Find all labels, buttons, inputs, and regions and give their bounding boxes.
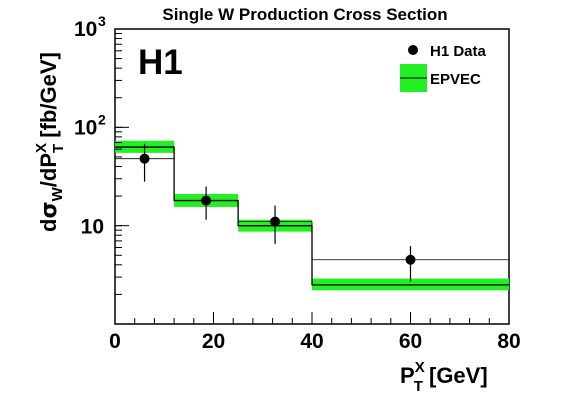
x-tick-label: 20 — [202, 330, 225, 353]
data-point — [270, 216, 281, 227]
y-tick-label: 10 — [74, 18, 97, 41]
y-tick-exponent: 2 — [98, 111, 106, 127]
h1-logo: H1 — [138, 43, 183, 82]
data-histogram-layer — [115, 158, 509, 261]
x-axis-label: PX T [GeV] — [400, 359, 488, 395]
y-tick-exponent: 3 — [98, 13, 106, 29]
x-tick-label: 80 — [497, 330, 520, 353]
x-tick-label: 0 — [109, 330, 121, 353]
legend-label-epvec: EPVEC — [430, 71, 481, 88]
chart-title: Single W Production Cross Section — [162, 5, 447, 24]
legend: H1 Data EPVEC — [400, 43, 487, 92]
y-tick-label: 10 — [74, 116, 97, 139]
x-ticks: 0 20 40 60 80 — [109, 312, 521, 353]
legend-label-data: H1 Data — [430, 43, 487, 60]
data-point — [139, 153, 150, 164]
y-tick-label: 10 — [81, 216, 104, 239]
data-histogram-line — [115, 158, 509, 261]
data-point — [201, 195, 212, 206]
data-point — [405, 254, 416, 265]
y-axis-label: dσW/dPXT [fb/GeV] — [33, 52, 67, 232]
data-points-layer — [139, 143, 416, 282]
x-tick-label: 60 — [399, 330, 422, 353]
x-tick-label: 40 — [300, 330, 323, 353]
legend-data-marker — [408, 45, 418, 55]
